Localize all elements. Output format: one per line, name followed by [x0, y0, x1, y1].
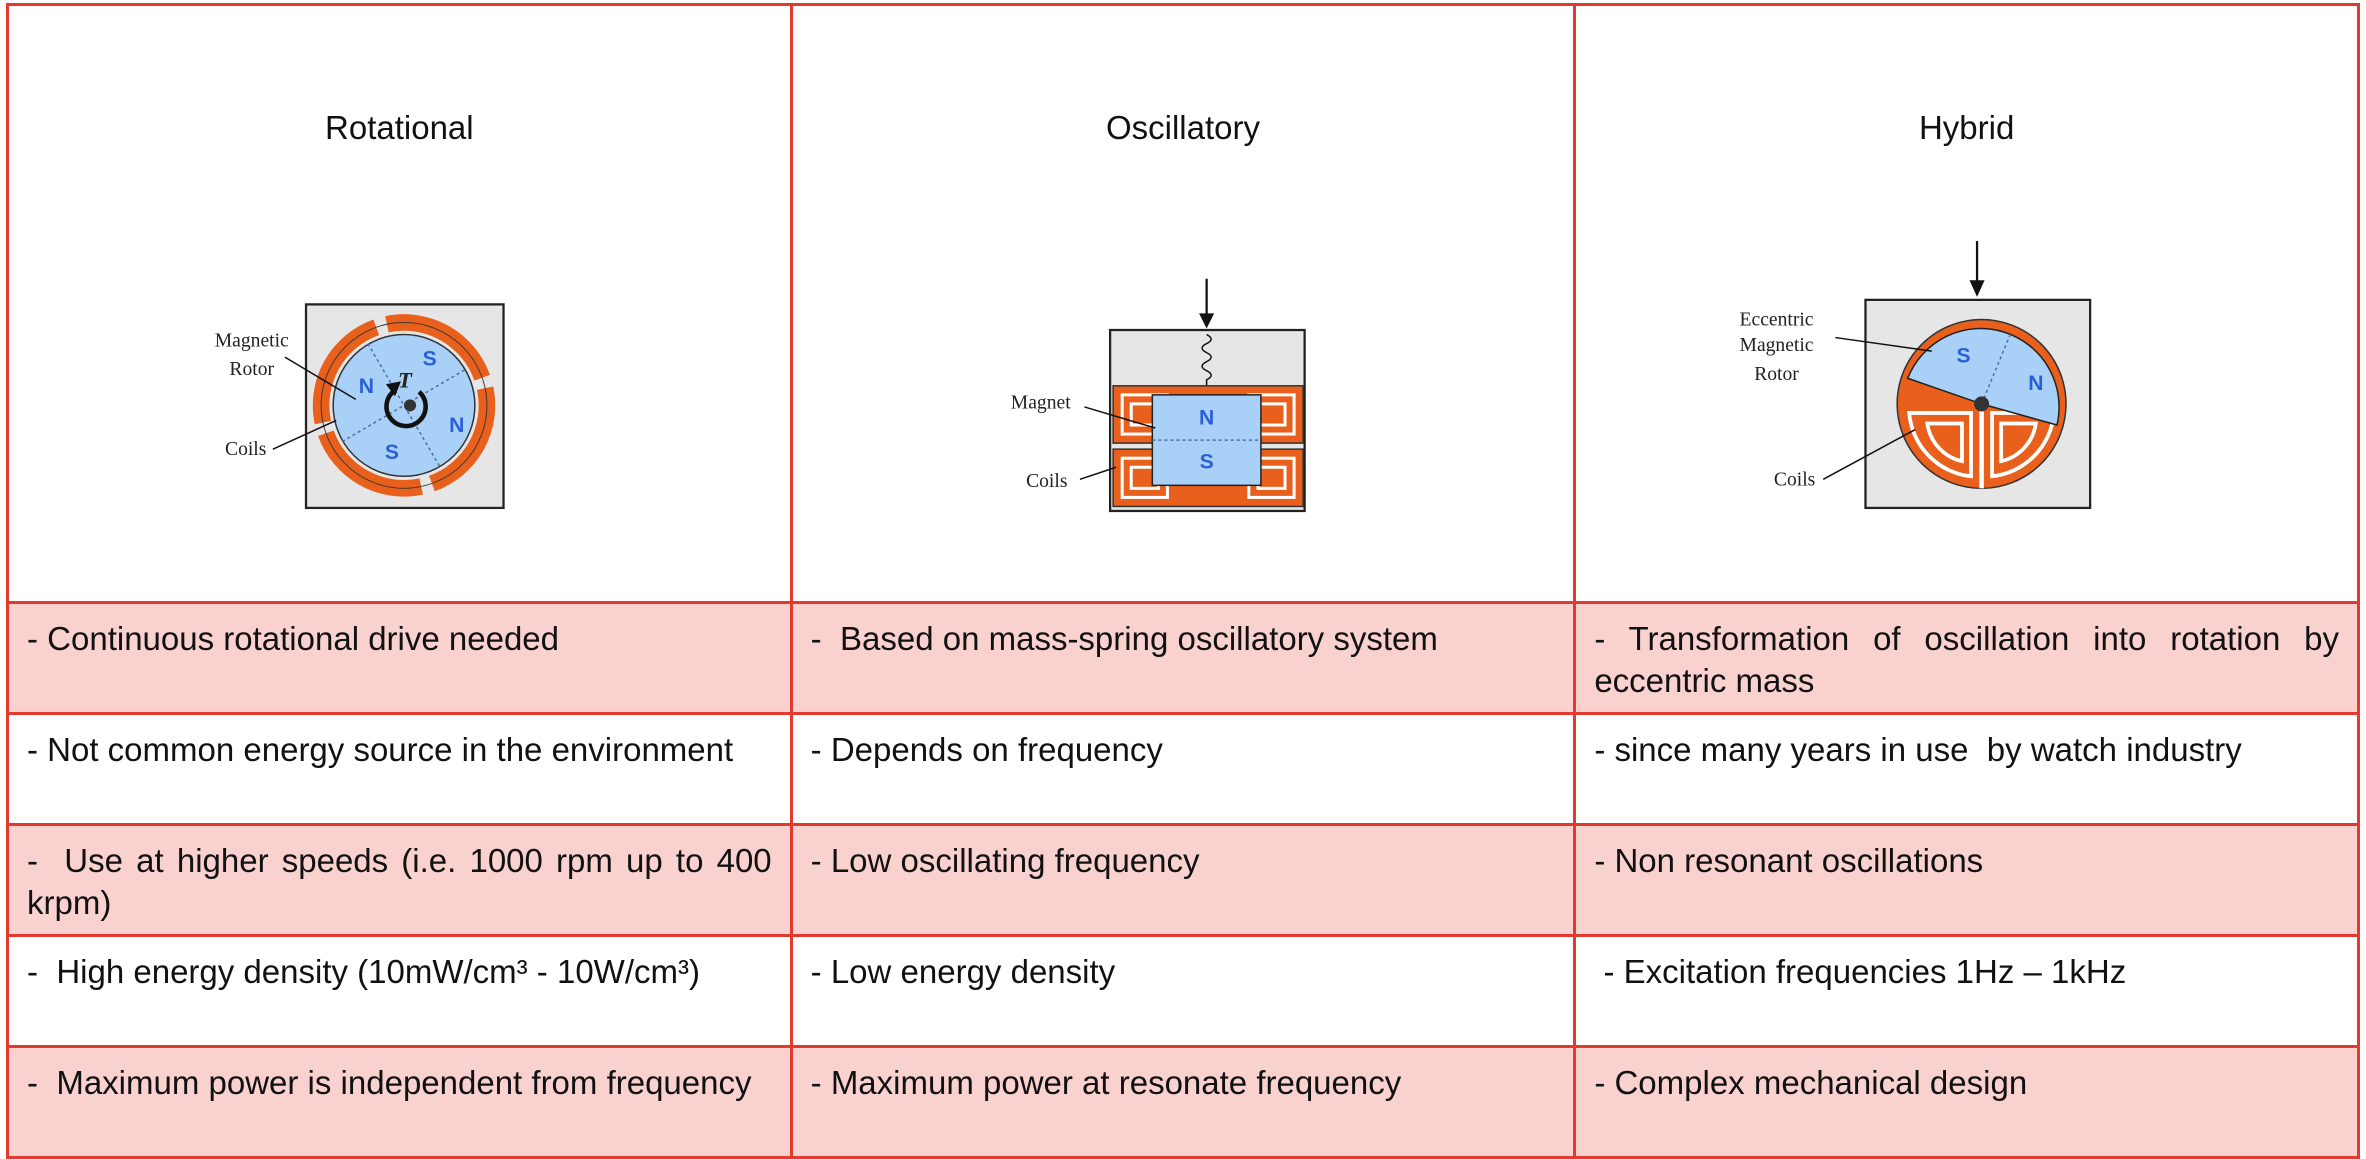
diagram-label: Rotor [229, 359, 274, 380]
table-cell: - Use at higher speeds (i.e. 1000 rpm up… [6, 823, 793, 937]
table-row: - Continuous rotational drive needed - Ba… [6, 601, 2360, 715]
table-cell: - Based on mass-spring oscillatory syste… [789, 601, 1577, 715]
column-title: Rotational [325, 109, 474, 146]
pole-label: N [359, 375, 374, 398]
table-cell: - Transformation of oscillation into rot… [1573, 601, 2360, 715]
header-cell: Hybrid S [1573, 3, 2360, 604]
pole-label: N [449, 414, 464, 437]
diagram-label: Eccentric [1740, 310, 1814, 331]
pole-label: S [385, 441, 399, 464]
table-cell: - Complex mechanical design [1573, 1045, 2360, 1159]
diagram-label: Rotor [1755, 364, 1800, 385]
table-cell: - Not common energy source in the enviro… [6, 712, 793, 826]
diagram-label: Coils [225, 439, 266, 460]
diagram-label: Coils [1774, 469, 1815, 490]
table-body: Rotational N S N S T Magnetic [6, 3, 2360, 1159]
table-row: - Maximum power is independent from freq… [6, 1045, 2360, 1159]
pole-label: S [1199, 450, 1213, 473]
diagram-label: Magnet [1010, 392, 1070, 413]
table-cell: - High energy density (10mW/cm³ - 10W/cm… [6, 934, 793, 1048]
table-cell: - Continuous rotational drive needed [6, 601, 793, 715]
comparison-table: Rotational N S N S T Magnetic [6, 3, 2360, 1159]
column-title: Oscillatory [1105, 109, 1260, 146]
pole-label: S [423, 348, 437, 371]
table-cell: - Non resonant oscillations [1573, 823, 2360, 937]
diagram-label: Magnetic [1740, 335, 1814, 356]
page: { "header": { "columns": [ {"title": "Ro… [6, 3, 2360, 1159]
table-row: - High energy density (10mW/cm³ - 10W/cm… [6, 934, 2360, 1048]
table-cell: - Maximum power is independent from freq… [6, 1045, 793, 1159]
pole-label: S [1957, 345, 1971, 368]
header-cell: Oscillatory N [789, 3, 1577, 604]
table-cell: - Excitation frequencies 1Hz – 1kHz [1573, 934, 2360, 1048]
header-row: Rotational N S N S T Magnetic [6, 3, 2360, 604]
torque-label: T [398, 367, 413, 392]
table-cell: - since many years in use by watch indus… [1573, 712, 2360, 826]
table-cell: - Depends on frequency [789, 712, 1577, 826]
oscillatory-diagram: N S Magnet Coils [1010, 278, 1306, 513]
table-cell: - Low energy density [789, 934, 1577, 1048]
table-row: - Use at higher speeds (i.e. 1000 rpm up… [6, 823, 2360, 937]
pole-label: N [2029, 372, 2044, 395]
hybrid-diagram: S N Eccentric Magnetic Rotor Coils [1740, 241, 2092, 510]
table-cell: - Low oscillating frequency [789, 823, 1577, 937]
table-cell: - Maximum power at resonate frequency [789, 1045, 1577, 1159]
rotational-diagram: N S N S T Magnetic Rotor Coils [215, 303, 505, 510]
diagram-label: Magnetic [215, 331, 289, 352]
table-row: - Not common energy source in the enviro… [6, 712, 2360, 826]
diagram-label: Coils [1026, 471, 1067, 492]
column-title: Hybrid [1918, 109, 2015, 146]
header-cell: Rotational N S N S T Magnetic [6, 3, 793, 604]
pole-label: N [1199, 407, 1214, 430]
